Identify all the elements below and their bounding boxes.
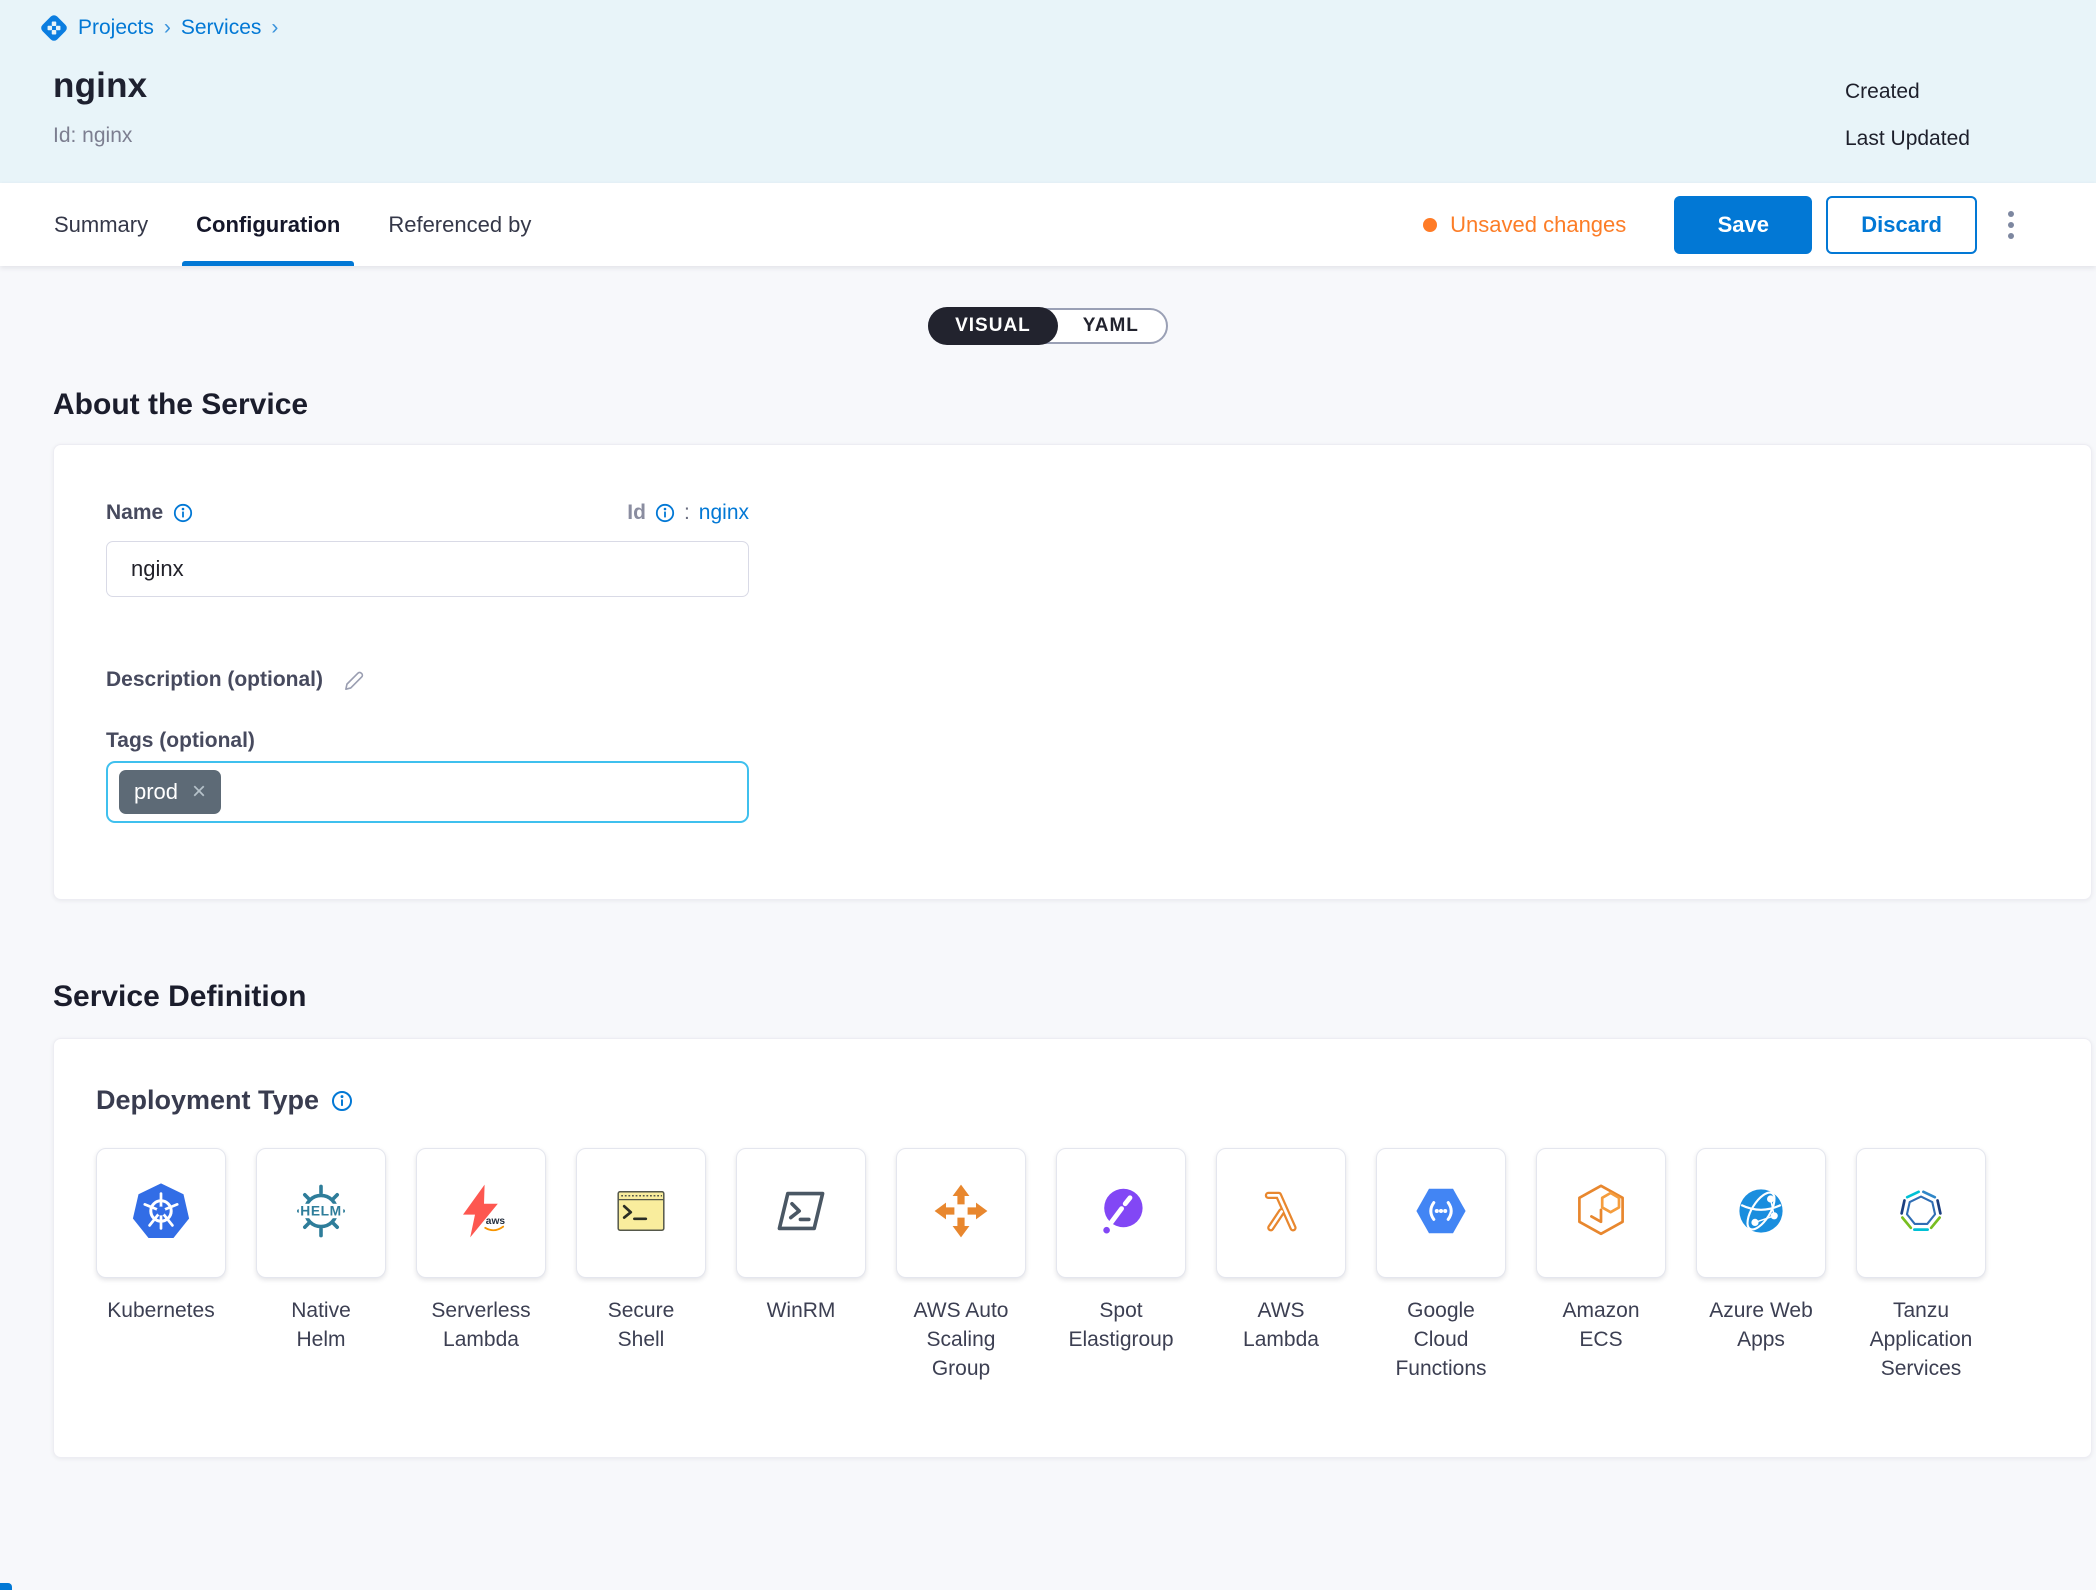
aws-lambda-icon	[1251, 1181, 1311, 1246]
deployment-type-spot-elastigroup[interactable]	[1056, 1148, 1186, 1278]
deployment-type-winrm[interactable]	[736, 1148, 866, 1278]
deployment-type-label-row: Deployment Type	[96, 1085, 2049, 1116]
tile-label: Serverless Lambda	[431, 1299, 531, 1351]
breadcrumb: Projects › Services ›	[40, 12, 2096, 44]
remove-tag-icon[interactable]: ×	[192, 778, 207, 805]
description-label: Description (optional)	[106, 668, 323, 691]
tag-chip: prod ×	[119, 770, 222, 814]
service-meta: Created Last Updated	[1845, 68, 1970, 162]
deployment-type-native-helm[interactable]: HELM	[256, 1148, 386, 1278]
google-cloud-functions-icon	[1411, 1181, 1471, 1246]
page-title: nginx	[53, 66, 148, 105]
toggle-yaml-segment[interactable]: YAML	[1082, 315, 1139, 336]
tile-label: AWS Auto Scaling Group	[913, 1299, 1009, 1380]
service-definition-section-title: Service Definition	[53, 980, 307, 1013]
deployment-type-tiles: Kubernetes HELM	[96, 1148, 2049, 1383]
unsaved-changes-label: Unsaved changes	[1450, 211, 1627, 237]
id-display-group: Id : nginx	[627, 501, 749, 525]
deployment-type-aws-lambda[interactable]	[1216, 1148, 1346, 1278]
deployment-type-tanzu[interactable]	[1856, 1148, 1986, 1278]
svg-text:aws: aws	[486, 1216, 506, 1227]
tab-summary[interactable]: Summary	[54, 211, 149, 237]
tile-label: WinRM	[766, 1299, 836, 1322]
last-updated-label: Last Updated	[1845, 127, 1970, 150]
id-value-link[interactable]: nginx	[698, 501, 749, 524]
tile-label: Spot Elastigroup	[1068, 1299, 1174, 1351]
about-section-title: About the Service	[53, 388, 309, 421]
discard-button[interactable]: Discard	[1826, 195, 1977, 254]
service-definition-card: Deployment Type	[53, 1038, 2092, 1458]
spot-elastigroup-icon	[1091, 1181, 1151, 1246]
tags-label: Tags (optional)	[106, 729, 255, 752]
serverless-lambda-icon: aws	[451, 1181, 511, 1246]
tab-bar: Summary Configuration Referenced by Unsa…	[0, 183, 2096, 266]
deployment-type-info-icon[interactable]	[331, 1090, 353, 1112]
tanzu-icon	[1891, 1181, 1951, 1246]
deployment-type-amazon-ecs[interactable]	[1536, 1148, 1666, 1278]
name-info-icon[interactable]	[173, 503, 193, 523]
name-input[interactable]	[106, 541, 749, 597]
amazon-ecs-icon	[1571, 1181, 1631, 1246]
tile-label: Native Helm	[291, 1299, 351, 1351]
tile-label: Google Cloud Functions	[1395, 1299, 1487, 1380]
tile-label: Tanzu Application Services	[1869, 1299, 1973, 1380]
service-id-subtitle: Id: nginx	[53, 124, 133, 147]
edit-description-pencil-icon[interactable]	[341, 667, 367, 693]
tile-label: Kubernetes	[107, 1299, 215, 1322]
breadcrumb-projects-link[interactable]: Projects	[78, 16, 154, 39]
azure-web-apps-globe-icon	[1731, 1181, 1791, 1246]
helm-icon: HELM	[291, 1181, 351, 1246]
tags-input[interactable]: prod ×	[106, 761, 749, 823]
more-options-kebab-icon[interactable]	[2002, 205, 2020, 245]
tile-label: Amazon ECS	[1562, 1299, 1640, 1351]
deployment-type-serverless-lambda[interactable]: aws	[416, 1148, 546, 1278]
svg-text:HELM: HELM	[300, 1203, 342, 1218]
name-label: Name	[106, 501, 164, 524]
id-colon: :	[683, 501, 690, 524]
toggle-visual-segment[interactable]: VISUAL	[928, 307, 1058, 345]
breadcrumb-services-link[interactable]: Services	[180, 16, 262, 39]
id-label: Id	[627, 501, 646, 524]
about-card: Name Id :	[53, 444, 2092, 900]
deployment-type-kubernetes[interactable]	[96, 1148, 226, 1278]
name-field-label-row: Name	[106, 501, 193, 525]
breadcrumb-separator: ›	[163, 16, 171, 39]
breadcrumb-separator: ›	[271, 16, 279, 39]
unsaved-dot-icon	[1423, 217, 1438, 232]
bottom-left-peek-element	[0, 1583, 12, 1590]
projects-logo-icon[interactable]	[40, 14, 68, 42]
deployment-type-google-cloud-functions[interactable]	[1376, 1148, 1506, 1278]
tile-label: Secure Shell	[607, 1299, 675, 1351]
tag-chip-label: prod	[134, 779, 179, 804]
kubernetes-icon	[131, 1181, 191, 1246]
deployment-type-azure-web-apps[interactable]	[1696, 1148, 1826, 1278]
created-label: Created	[1845, 80, 1920, 103]
visual-yaml-toggle: VISUAL YAML	[928, 307, 1168, 345]
winrm-powershell-icon	[771, 1181, 831, 1246]
tab-configuration[interactable]: Configuration	[182, 183, 355, 266]
tile-label: Azure Web Apps	[1709, 1299, 1813, 1351]
page-header: Projects › Services › nginx Id: nginx Cr…	[0, 0, 2096, 183]
secure-shell-terminal-icon	[611, 1181, 671, 1246]
deployment-type-label: Deployment Type	[96, 1085, 320, 1115]
tile-label: AWS Lambda	[1243, 1299, 1319, 1351]
tab-referenced-by[interactable]: Referenced by	[388, 211, 532, 237]
unsaved-changes-badge: Unsaved changes	[1423, 212, 1626, 238]
deployment-type-secure-shell[interactable]	[576, 1148, 706, 1278]
save-button[interactable]: Save	[1674, 195, 1813, 254]
deployment-type-aws-asg[interactable]	[896, 1148, 1026, 1278]
id-info-icon[interactable]	[655, 503, 675, 523]
aws-auto-scaling-icon	[931, 1181, 991, 1246]
